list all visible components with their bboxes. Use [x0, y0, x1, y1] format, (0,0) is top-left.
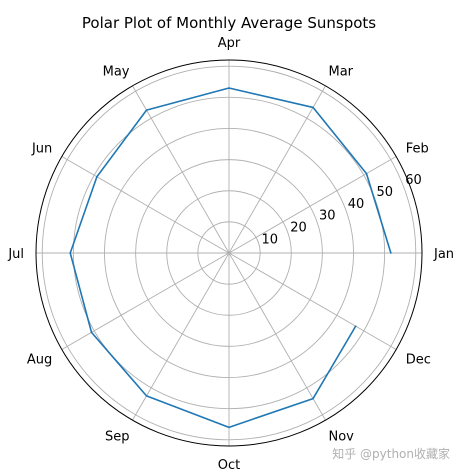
data-point-dec	[354, 325, 357, 327]
ring-gridline-60	[41, 65, 417, 441]
radial-gridline-mar	[228, 85, 326, 254]
month-label-aug: Aug	[27, 353, 52, 368]
radial-gridline-nov	[228, 252, 326, 421]
month-label-mar: Mar	[329, 64, 354, 79]
series-line-0	[69, 87, 392, 429]
month-label-jul: Jul	[7, 247, 24, 262]
radial-gridline-dec	[228, 252, 397, 350]
series-layer	[69, 87, 392, 429]
data-point-apr	[228, 87, 230, 89]
data-point-may	[145, 109, 148, 111]
data-point-jul	[69, 252, 72, 254]
ring-gridline-50	[72, 96, 386, 410]
data-point-oct	[228, 426, 230, 429]
data-point-sep	[145, 395, 148, 397]
data-point-jan	[390, 252, 392, 254]
ring-gridline-30	[135, 159, 323, 347]
r-tick-label-60: 60	[405, 173, 422, 188]
data-point-aug	[90, 331, 93, 334]
data-point-feb	[365, 172, 368, 175]
polar-frame	[35, 59, 423, 447]
ring-gridline-10	[197, 221, 261, 285]
radial-gridline-jun	[61, 156, 230, 254]
radial-gridline-aug	[61, 252, 230, 350]
month-label-sep: Sep	[105, 430, 130, 445]
r-tick-label-40: 40	[348, 197, 365, 212]
month-label-jun: Jun	[31, 142, 52, 157]
month-label-jan: Jan	[433, 247, 454, 262]
month-label-oct: Oct	[218, 458, 240, 472]
r-tick-label-10: 10	[261, 233, 278, 248]
r-tick-label-30: 30	[319, 209, 336, 224]
watermark: 知乎 @python收藏家	[332, 446, 450, 461]
month-label-dec: Dec	[406, 353, 431, 368]
ring-gridline-20	[166, 190, 292, 316]
grid-layer	[35, 59, 423, 447]
data-point-mar	[312, 106, 314, 109]
labels-layer: 10 20 30 40 50 60 Jan Feb Mar Apr May Jun Jul Aug Sep O…	[7, 36, 454, 472]
month-label-nov: Nov	[329, 430, 355, 445]
radial-gridline-may	[132, 85, 230, 254]
radial-gridline-sep	[132, 252, 230, 421]
month-label-apr: Apr	[218, 36, 241, 51]
month-label-may: May	[103, 64, 130, 79]
data-point-nov	[312, 397, 314, 400]
r-tick-label-20: 20	[290, 221, 307, 236]
r-tick-label-50: 50	[376, 185, 393, 200]
month-label-feb: Feb	[406, 142, 429, 157]
chart-title: Polar Plot of Monthly Average Sunspots	[82, 14, 376, 32]
radial-gridline-feb	[228, 156, 397, 254]
ring-gridline-40	[104, 128, 354, 378]
data-point-jun	[96, 175, 98, 178]
